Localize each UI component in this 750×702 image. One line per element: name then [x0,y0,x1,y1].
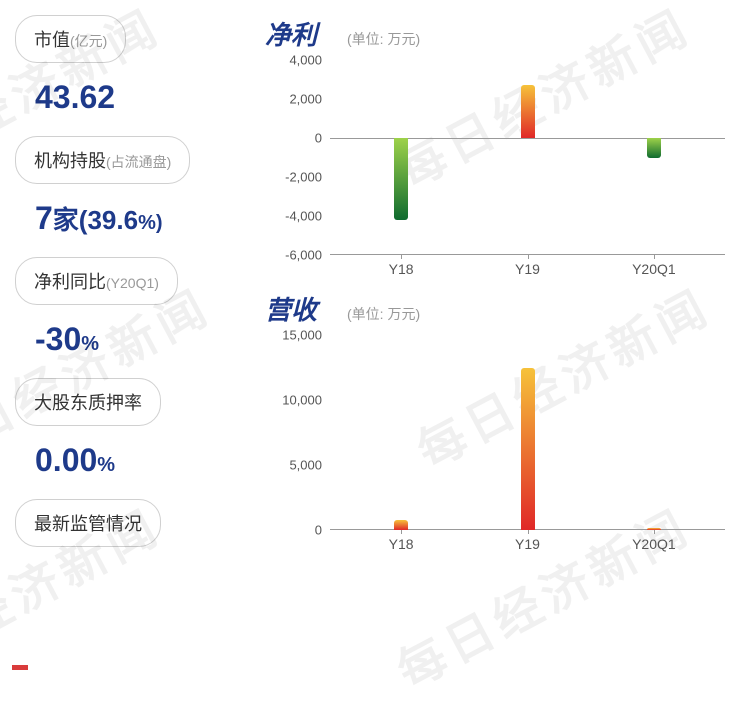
x-tick-label: Y18 [389,261,414,277]
y-tick-label: -6,000 [285,248,322,263]
y-tick-label: -2,000 [285,170,322,185]
chart-area: -6,000-4,000-2,00002,0004,000Y18Y19Y20Q1 [275,60,735,280]
chart-revenue: 营收 (单位: 万元) 0 5,000 10,000 15,000 Y18 Y19 Y20Q1 [265,290,735,555]
y-axis: 05,00010,00015,000 [275,335,330,530]
chart-unit-revenue: (单位: 万元) [347,304,420,324]
chart-title-net-profit: 净利 [265,15,317,52]
main-container: 市值(亿元) 43.62 机构持股(占流通盘) 7家(39.6%) 净利同比(Y20Q1… [15,15,735,565]
metric-pill: 机构持股(占流通盘) [15,136,190,184]
x-tick-label: Y19 [515,536,540,552]
y-tick-label: 0 [315,131,322,146]
y-tick-label: -4,000 [285,209,322,224]
bar [394,138,408,220]
y-tick-label: 10,000 [282,393,322,408]
metric-label: 净利同比 [34,272,106,292]
bar [521,368,535,531]
chart-area: 05,00010,00015,000Y18Y19Y20Q1 [275,335,735,555]
x-tick-label: Y18 [389,536,414,552]
footer-accent-mark [12,665,28,670]
x-axis-labels: Y18 Y19 Y20Q1 [330,533,725,555]
metric-pill: 净利同比(Y20Q1) [15,257,178,305]
y-tick-label: 4,000 [289,53,322,68]
bar [521,85,535,138]
chart-unit-net-profit: (单位: 万元) [347,29,420,49]
metric-pill: 大股东质押率 [15,378,161,426]
chart-header: 营收 (单位: 万元) [265,290,735,327]
bar [647,138,661,158]
charts-panel: 净利 (单位: 万元) -6,000 -4,000 -2,000 0 2,000 4,000 Y… [265,15,735,565]
metric-value: 7家(39.6%) [15,196,245,245]
chart-net-profit: 净利 (单位: 万元) -6,000 -4,000 -2,000 0 2,000 4,000 Y… [265,15,735,280]
metric-sublabel: (亿元) [70,33,107,49]
metric-label: 机构持股 [34,151,106,171]
y-axis: -6,000-4,000-2,00002,0004,000 [275,60,330,255]
bar [647,528,661,530]
x-axis-labels: Y18 Y19 Y20Q1 [330,258,725,280]
metric-sublabel: (Y20Q1) [106,275,159,291]
metric-pill: 市值(亿元) [15,15,126,63]
plot-region [330,335,725,530]
x-tick-label: Y20Q1 [632,261,676,277]
metric-pill: 最新监管情况 [15,499,161,547]
metric-label: 大股东质押率 [34,393,142,413]
y-tick-label: 5,000 [289,458,322,473]
y-tick-label: 0 [315,523,322,538]
x-tick-label: Y19 [515,261,540,277]
metric-value: 43.62 [15,75,245,124]
plot-region [330,60,725,255]
chart-title-revenue: 营收 [265,290,317,327]
y-tick-label: 15,000 [282,328,322,343]
chart-header: 净利 (单位: 万元) [265,15,735,52]
bar [394,520,408,530]
left-metrics-panel: 市值(亿元) 43.62 机构持股(占流通盘) 7家(39.6%) 净利同比(Y20Q1… [15,15,245,565]
metric-sublabel: (占流通盘) [106,154,171,170]
y-tick-label: 2,000 [289,92,322,107]
metric-label: 市值 [34,30,70,50]
metric-value: -30% [15,317,245,366]
metric-label: 最新监管情况 [34,514,142,534]
metric-value: 0.00% [15,438,245,487]
x-tick-label: Y20Q1 [632,536,676,552]
